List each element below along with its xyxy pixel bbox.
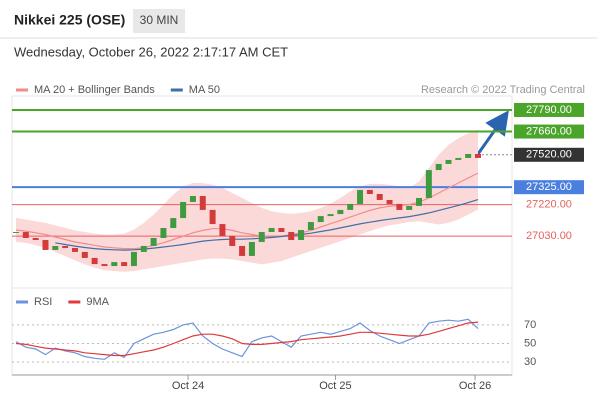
candle [140,245,147,252]
candle [160,228,167,238]
y-tick-label: 70 [524,319,536,331]
candle [180,201,187,219]
candle [111,262,118,267]
candle [81,251,88,258]
candle [278,228,285,233]
candle [101,264,108,267]
legend-label: MA 20 + Bollinger Bands [34,84,155,96]
moving-average [55,199,479,251]
candle [317,216,324,223]
candle [445,159,452,164]
indicator-line [15,321,479,357]
candle [357,190,364,204]
x-tick-label: Oct 25 [319,380,351,392]
candle [258,232,265,242]
candle [455,157,462,160]
level-label-box [514,124,584,139]
level-label: 27220.00 [526,199,572,211]
candle [327,214,334,217]
candle [13,232,19,234]
y-tick-label: 30 [524,356,536,368]
candle [376,193,383,200]
candle [366,190,373,194]
legend-label: 9MA [86,296,109,308]
candle [170,218,177,229]
candle [71,247,78,252]
timestamp: Wednesday, October 26, 2022 2:17:17 AM C… [14,44,288,59]
candle [288,232,295,240]
candle [209,209,216,225]
candle [52,245,59,250]
legend-label: MA 50 [189,84,220,96]
indicator-line [15,318,479,360]
candle [189,195,196,202]
candle [298,230,305,240]
candle [32,237,39,240]
legend-label: RSI [34,296,52,308]
candle [91,257,98,265]
interval-label[interactable]: 30 MIN [140,13,179,27]
interval-button[interactable] [133,9,185,33]
x-tick-label: Oct 24 [172,380,204,392]
y-tick-label: 50 [524,337,536,349]
level-label: 27030.00 [526,230,572,242]
candle [22,232,29,238]
level-label: 27790.00 [526,104,572,116]
candle [239,245,246,256]
candle [386,199,393,204]
candle [229,235,236,246]
candle [406,205,413,210]
candle [307,222,314,231]
candle [475,153,481,158]
level-label: 27520.00 [526,149,572,161]
instrument-title: Nikkei 225 (OSE) [14,12,125,28]
level-label-box [514,180,584,195]
level-label: 27660.00 [526,125,572,137]
candle [248,241,255,256]
candle [416,197,423,206]
candle [150,237,157,246]
candle [435,163,442,171]
source: Research © 2022 Trading Central [421,84,585,96]
level-label: 27325.00 [526,181,572,193]
candle [62,245,69,248]
candle [219,224,226,236]
forecast-arrow [476,110,509,155]
candle [130,251,137,267]
level-label-box [514,147,584,162]
x-tick-label: Oct 26 [459,380,491,392]
candle [347,203,354,210]
level-label-box [514,102,584,117]
candle [199,195,206,210]
candle [337,209,344,215]
candle [465,153,472,158]
candle [42,239,49,250]
candle [121,262,128,267]
candle [425,170,432,198]
candle [396,203,403,210]
candle [268,228,275,233]
